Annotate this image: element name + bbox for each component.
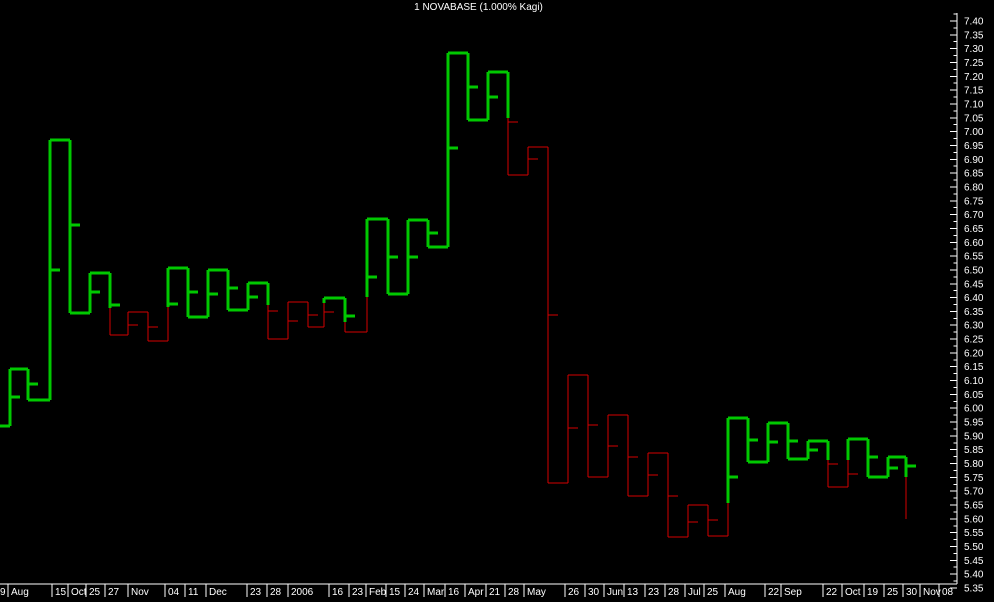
date-axis-label: 15 <box>389 587 401 598</box>
date-axis-label: 22 <box>826 587 838 598</box>
date-axis-label: Feb <box>369 587 387 598</box>
price-axis-label: 6.15 <box>964 362 984 373</box>
date-axis-label: Apr <box>468 587 484 598</box>
price-axis-label: 7.05 <box>964 113 984 124</box>
date-axis-label: 04 <box>168 587 180 598</box>
price-axis-label: 6.45 <box>964 279 984 290</box>
date-axis-label: Jul <box>688 587 701 598</box>
date-axis-label: Oct <box>71 587 87 598</box>
price-axis-label: 6.85 <box>964 169 984 180</box>
date-axis-label: Nov <box>131 587 149 598</box>
date-axis-label: 9 <box>0 587 6 598</box>
chart-title: 1 NOVABASE (1.000% Kagi) <box>414 2 543 13</box>
date-axis-label: 25 <box>887 587 899 598</box>
date-axis-label: Aug <box>11 587 29 598</box>
date-axis-label: 22 <box>768 587 780 598</box>
price-axis-label: 6.70 <box>964 210 984 221</box>
price-axis-label: 7.40 <box>964 17 984 28</box>
date-axis-label: Mar <box>427 587 445 598</box>
date-axis-label: 2006 <box>291 587 314 598</box>
price-axis-label: 6.35 <box>964 307 984 318</box>
date-axis-label: 13 <box>627 587 639 598</box>
date-axis-label: 28 <box>508 587 520 598</box>
price-axis-label: 5.80 <box>964 459 984 470</box>
date-axis-label: 21 <box>489 587 501 598</box>
price-axis-label: 6.20 <box>964 348 984 359</box>
price-axis-label: 6.95 <box>964 141 984 152</box>
price-axis-label: 5.40 <box>964 570 984 581</box>
price-axis-label: 5.60 <box>964 514 984 525</box>
price-axis-label: 6.40 <box>964 293 984 304</box>
price-axis-label: 7.30 <box>964 44 984 55</box>
price-axis-label: 6.80 <box>964 182 984 193</box>
price-axis-label: 6.25 <box>964 335 984 346</box>
price-axis-label: 5.45 <box>964 556 984 567</box>
price-axis-label: 6.90 <box>964 155 984 166</box>
date-axis-label: Jun <box>607 587 623 598</box>
price-axis-label: 7.35 <box>964 30 984 41</box>
price-axis-label: 5.35 <box>964 583 984 594</box>
price-axis-label: 7.15 <box>964 86 984 97</box>
date-axis-label: 25 <box>89 587 101 598</box>
price-axis-label: 6.75 <box>964 196 984 207</box>
date-axis-label: 16 <box>448 587 460 598</box>
price-axis-label: 5.70 <box>964 487 984 498</box>
date-axis-label: 08 <box>942 587 954 598</box>
price-axis-label: 7.25 <box>964 58 984 69</box>
date-axis-label: Dec <box>209 587 227 598</box>
price-axis-label: 7.00 <box>964 127 984 138</box>
date-axis-label: 26 <box>568 587 580 598</box>
price-axis-label: 6.10 <box>964 376 984 387</box>
date-axis-label: Sep <box>784 587 802 598</box>
date-axis-label: 28 <box>270 587 282 598</box>
date-axis-label: 30 <box>588 587 600 598</box>
price-axis-label: 7.10 <box>964 99 984 110</box>
price-axis-label: 6.60 <box>964 238 984 249</box>
date-axis-label: 30 <box>906 587 918 598</box>
price-axis-label: 5.95 <box>964 418 984 429</box>
date-axis-label: Aug <box>728 587 746 598</box>
date-axis-label: Oct <box>845 587 861 598</box>
date-axis-label: 23 <box>352 587 364 598</box>
price-axis-label: 6.65 <box>964 224 984 235</box>
price-axis-label: 5.55 <box>964 528 984 539</box>
date-axis-label: May <box>527 587 546 598</box>
price-axis-label: 5.90 <box>964 431 984 442</box>
date-axis-label: 28 <box>668 587 680 598</box>
price-axis-label: 5.85 <box>964 445 984 456</box>
date-axis-label: 25 <box>707 587 719 598</box>
price-axis-label: 5.65 <box>964 501 984 512</box>
price-axis-label: 6.00 <box>964 404 984 415</box>
date-axis-label: 24 <box>408 587 420 598</box>
price-axis-label: 6.05 <box>964 390 984 401</box>
date-axis-label: 11 <box>188 587 199 598</box>
date-axis-label: 15 <box>55 587 67 598</box>
date-axis-label: 23 <box>250 587 262 598</box>
date-axis-label: 23 <box>648 587 660 598</box>
price-axis-label: 6.50 <box>964 265 984 276</box>
date-axis-label: 27 <box>108 587 120 598</box>
price-axis-label: 5.50 <box>964 542 984 553</box>
date-axis-label: 16 <box>332 587 344 598</box>
price-axis-label: 6.30 <box>964 321 984 332</box>
price-axis-label: 5.75 <box>964 473 984 484</box>
price-axis-label: 6.55 <box>964 252 984 263</box>
date-axis-label: 19 <box>867 587 879 598</box>
date-axis-label: Nov <box>923 587 941 598</box>
price-axis-label: 7.20 <box>964 72 984 83</box>
